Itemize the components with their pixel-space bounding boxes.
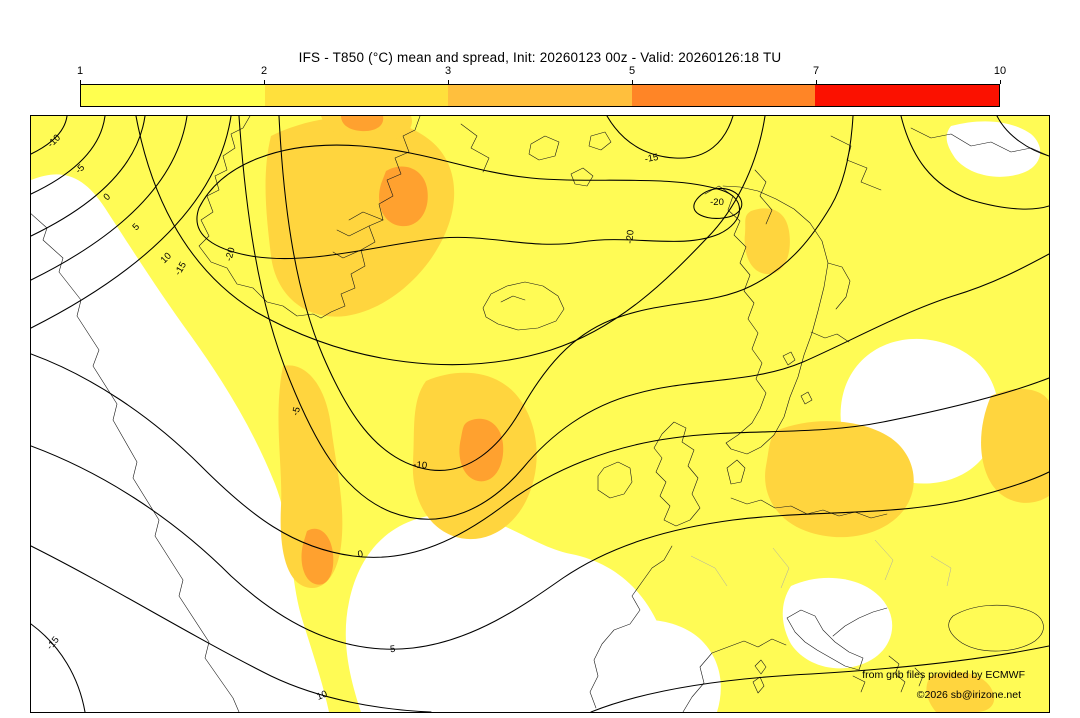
contour-line-corner-3 [31, 116, 146, 237]
high-spread-layer [301, 116, 504, 585]
colorbar-tick-row: 1 2 3 5 7 10 [76, 65, 1006, 79]
low-spread-region-west [31, 174, 329, 712]
country-border-layer [690, 539, 952, 589]
colorbar-tickmarks [80, 80, 1001, 84]
attribution-copyright: ©2026 sb@irizone.net [917, 689, 1021, 701]
colorbar-tick-label: 5 [628, 65, 636, 77]
contour-label: -10 [413, 459, 428, 471]
contour-line-minus5-trough [238, 116, 1049, 520]
coast-black-sea [948, 604, 1044, 652]
colorbar-tickmark [264, 80, 265, 84]
colorbar-tickmark [448, 80, 449, 84]
coast-svalbard-islands [460, 123, 612, 187]
coast-iceland [482, 281, 565, 331]
colorbar-segment-5-7 [631, 85, 816, 106]
colorbar [80, 84, 1000, 107]
contour-line-plus10-east [590, 645, 1049, 712]
low-spread-region-northeast [946, 121, 1041, 177]
coast-greenland-east [320, 116, 421, 319]
coast-ireland [597, 461, 633, 499]
contour-line-corner-2 [31, 116, 106, 195]
contour-label: -20 [624, 229, 636, 244]
colorbar-segment-2-3 [264, 85, 449, 106]
coast-britain [653, 421, 701, 527]
coast-bothnia-finland [810, 262, 851, 343]
coast-scandinavia [704, 185, 829, 455]
colorbar-tick-label: 1 [76, 65, 84, 77]
colorbar-segment-3-5 [448, 85, 632, 106]
contour-line-plus5 [31, 445, 1049, 650]
colorbar-segment-7-10 [815, 85, 999, 106]
contour-line-minus15-arc [606, 116, 734, 159]
mid-spread-baltic [765, 421, 914, 538]
contour-line-minus20-cell [693, 187, 743, 219]
high-spread-trough [301, 528, 334, 585]
contour-line-plus10-west [31, 545, 432, 712]
contour-line-corner-1 [31, 116, 68, 155]
country-borders [690, 539, 952, 589]
contour-label: 0 [357, 549, 364, 561]
high-spread-greenland [379, 166, 428, 227]
mid-spread-norway [744, 208, 790, 275]
contour-label: -20 [710, 197, 724, 208]
contour-line-corner-5 [31, 116, 232, 329]
contour-line-minus10-trough [278, 116, 854, 471]
coast-italy-balkans [786, 607, 888, 693]
contour-layer [31, 116, 1049, 712]
contour-label: -15 [644, 152, 659, 165]
chart-title: IFS - T850 (°C) mean and spread, Init: 2… [298, 50, 782, 65]
colorbar-tick-label: 2 [260, 65, 268, 77]
contour-line-zero [31, 353, 1049, 558]
colorbar-tick-label: 3 [444, 65, 452, 77]
high-spread-top-edge [341, 116, 384, 132]
coast-scandinavia-lakes [782, 351, 813, 405]
colorbar-tickmark [1000, 80, 1001, 84]
contour-label: 0 [101, 191, 113, 203]
coast-labrador [31, 213, 240, 712]
contour-label: 5 [390, 644, 396, 655]
colorbar-segment-1-2 [81, 85, 265, 106]
map-panel: -10 -5 0 5 10 -15 -20 -20 -15 -20 -10 -5 0 5 10 -15 fro… [30, 115, 1050, 713]
contour-line-corner-4 [31, 116, 188, 281]
mid-spread-east-edge [981, 388, 1049, 503]
colorbar-tickmark [632, 80, 633, 84]
coast-aegean [888, 655, 924, 693]
coastline-layer [31, 116, 1049, 712]
mid-spread-trough-band [278, 365, 343, 589]
attribution-ecmwf: from grib files provided by ECMWF [862, 669, 1025, 681]
low-spread-region-iberia [580, 619, 721, 712]
contour-line-minus20-pool [196, 144, 740, 260]
colorbar-tick-label: 7 [812, 65, 820, 77]
high-spread-central [459, 418, 504, 482]
coast-russia-north [754, 127, 1049, 225]
contour-line-northeast [900, 116, 1049, 210]
contour-line-minus15-southwest [31, 623, 86, 712]
colorbar-tickmark [816, 80, 817, 84]
coast-greenland-west [198, 116, 322, 319]
mid-spread-greenland [265, 116, 455, 317]
contour-label: 10 [315, 689, 329, 703]
contour-line-minus15-pool [135, 116, 766, 366]
contour-label: -5 [290, 406, 303, 417]
colorbar-tick-label: 10 [993, 65, 1007, 77]
contour-label: -20 [223, 246, 237, 262]
contour-label: 5 [130, 221, 142, 233]
mid-spread-bottom-right [926, 672, 995, 712]
coast-france-iberia [589, 545, 787, 712]
coast-corsica-sardinia [752, 659, 767, 694]
colorbar-tickmark [80, 80, 81, 84]
